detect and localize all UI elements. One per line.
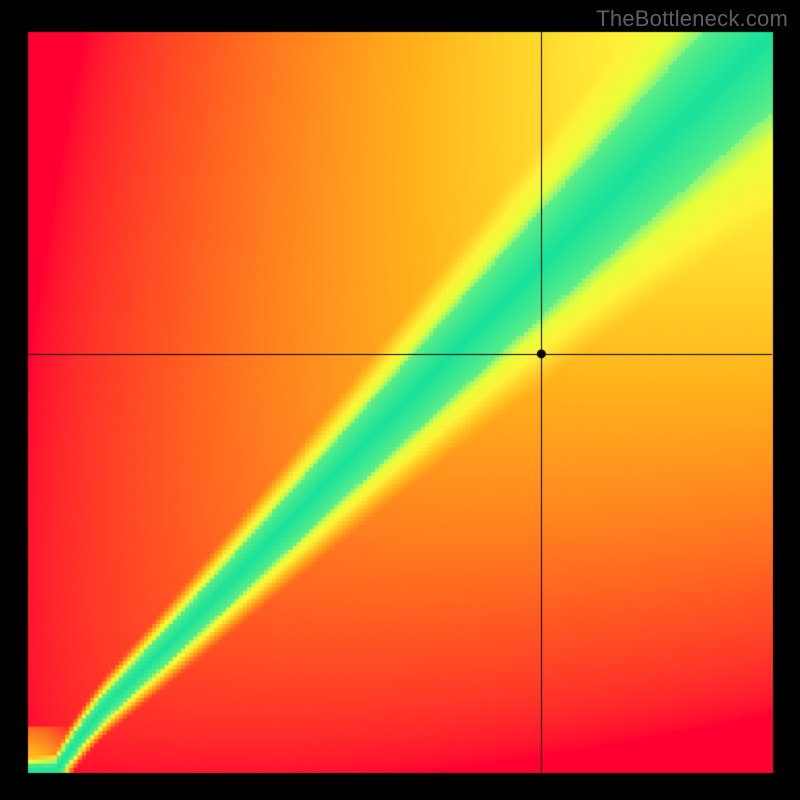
chart-container: TheBottleneck.com bbox=[0, 0, 800, 800]
watermark-text: TheBottleneck.com bbox=[596, 6, 788, 32]
crosshair-overlay bbox=[0, 0, 800, 800]
